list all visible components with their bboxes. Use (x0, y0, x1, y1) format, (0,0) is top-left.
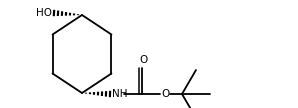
Text: HO: HO (36, 8, 52, 18)
Text: O: O (161, 89, 169, 99)
Text: O: O (139, 55, 147, 65)
Text: NH: NH (112, 89, 128, 99)
